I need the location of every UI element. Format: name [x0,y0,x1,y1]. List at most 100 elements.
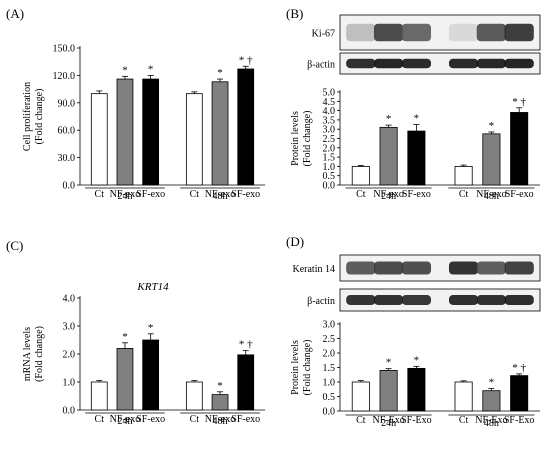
blot-frame [339,288,541,312]
y-tick-label: 3.0 [63,322,76,333]
group-label: 48h [213,416,228,427]
blot-label: Keratin 14 [293,264,336,275]
y-tick-label: 3.0 [323,320,336,331]
category-label: NF-exo [110,414,141,425]
bar [90,381,108,411]
blot-label: β-actin [307,60,335,71]
significance-mark: * † [512,96,526,108]
y-tick-label: 2.5 [323,134,336,145]
y-tick-label: 1.0 [63,378,76,389]
panel-d-label: (D) [286,234,304,249]
blot-band [476,58,507,69]
significance-mark: * [489,120,495,132]
blot-band [476,261,507,275]
category-label: SF-Exo [504,415,535,426]
panel-d: (D) Keratin 14 β-actin 0.0 0.5 1.0 1.5 2.0 2.5 3… [286,234,541,429]
category-label: SF-exo [231,189,260,200]
y-tick-label: 0.0 [63,406,76,417]
bar [510,375,529,412]
category-label: SF-exo [136,414,165,425]
y-axis-label: mRNA levels [22,327,33,381]
blot-band [448,23,479,42]
y-tick-label: 90.0 [58,98,76,109]
y-tick-label: 0.0 [323,407,336,418]
category-label: Ct [190,189,200,200]
y-axis-label: (Fold change) [302,111,313,167]
y-axis-label: Protein levels [290,340,301,395]
panel-c-title: KRT14 [136,281,169,293]
category-label: NF-Exo [475,415,507,426]
y-tick-label: 1.0 [323,162,336,173]
blot-band [401,295,432,305]
group-label: 24h [117,416,132,427]
bar [185,93,203,186]
bar [351,381,370,412]
category-label: NF-Exo [372,415,404,426]
y-tick-label: 4.0 [63,294,76,305]
bar [407,130,426,186]
y-tick-label: 4.0 [323,106,336,117]
significance-mark: * [122,64,128,76]
bar [351,165,370,186]
category-label: SF-exo [505,189,534,200]
y-tick-label: 2.0 [63,350,76,361]
significance-mark: * [386,357,392,369]
blot-label: β-actin [307,296,335,307]
blot-band [346,295,376,305]
y-tick-label: 2.5 [323,334,336,345]
bar [510,112,529,186]
significance-mark: * † [512,362,526,374]
bar [142,78,160,186]
bar [454,165,473,186]
category-label: Ct [95,414,105,425]
bar [482,133,501,186]
y-tick-label: 30.0 [58,153,76,164]
blot-band [373,58,404,69]
blot-band [504,295,534,305]
y-tick-label: 1.0 [323,378,336,389]
blot-band [448,58,479,69]
significance-mark: * [217,380,223,392]
group-label: 24h [117,191,132,202]
group-label: 48h [213,191,228,202]
bar [142,339,160,411]
blot-band [346,23,376,42]
bar [379,126,398,186]
significance-mark: * [414,113,420,125]
bar [482,390,501,412]
blot-band [448,295,479,305]
category-label: SF-Exo [401,415,432,426]
y-tick-label: 2.0 [323,349,336,360]
blot-band [401,23,432,42]
blot-band [401,58,432,69]
panel-b: (B) Ki-67 β-actin 0.00.51.01.52.02.53.03.5… [286,6,541,202]
significance-mark: * [386,113,392,125]
panel-c-label: (C) [6,238,23,253]
significance-mark: * [148,322,154,334]
y-tick-label: 0.0 [63,181,76,192]
bar [237,68,255,186]
y-axis-label: (Fold change) [34,326,45,382]
bar [379,369,398,412]
y-tick-label: 2.0 [323,143,336,154]
y-tick-label: 60.0 [58,126,76,137]
blot-band [373,261,404,275]
y-tick-label: 5.0 [323,88,336,99]
blot-band [504,261,534,275]
category-label: Ct [190,414,200,425]
category-label: NF-exo [205,414,236,425]
bar [211,81,229,186]
significance-mark: * [414,354,420,366]
category-label: SF-exo [231,414,260,425]
blot-band [346,261,376,275]
significance-mark: * [489,376,495,388]
category-label: Ct [459,189,469,200]
blot-band [448,261,479,275]
blot-band [504,58,534,69]
blot-band [504,23,534,42]
y-tick-label: 3.5 [323,115,336,126]
bar [116,347,134,411]
panel-c: (C) KRT14 0.0 1.0 2.0 3.0 4.0 mRNA levels (Fol… [6,238,265,427]
y-tick-label: 4.5 [323,97,336,108]
